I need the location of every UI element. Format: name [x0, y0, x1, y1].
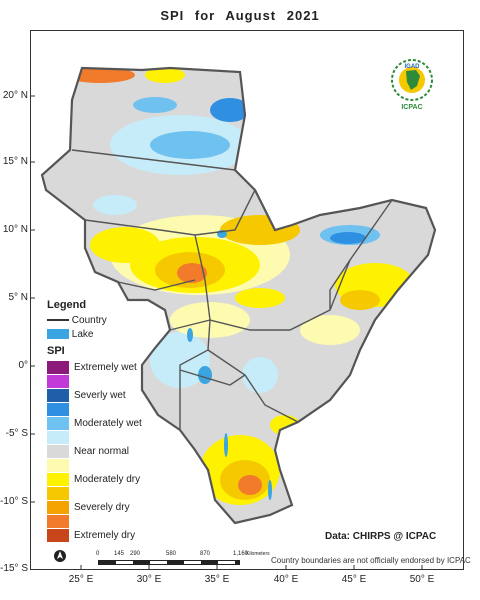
legend-swatch	[47, 445, 69, 458]
lat-label: 10° N	[2, 224, 28, 235]
lon-label: 25° E	[68, 574, 94, 585]
scale-tick: 145	[114, 551, 125, 557]
scale-unit: Kilometers	[246, 551, 270, 557]
legend-swatch	[47, 431, 69, 444]
lon-label: 35° E	[204, 574, 230, 585]
legend-lake: Lake	[47, 329, 93, 340]
spi-map	[30, 66, 437, 570]
legend-swatch	[47, 529, 69, 542]
country-borders	[71, 149, 393, 430]
country-line-icon	[47, 319, 69, 322]
lake-victoria	[198, 366, 212, 384]
scale-tick: 870	[200, 551, 211, 557]
legend-title: Legend	[47, 299, 87, 311]
lat-label: 15° N	[2, 156, 28, 167]
legend-spi-title: SPI	[47, 345, 65, 357]
lat-label: -5° S	[5, 428, 28, 439]
legend-class-label: Severly wet	[74, 390, 126, 401]
lon-label: 50° E	[409, 574, 435, 585]
lon-label: 30° E	[136, 574, 162, 585]
legend-swatch	[47, 403, 69, 416]
logo-name: IGAD	[405, 64, 421, 70]
legend-class-label: Severely dry	[74, 502, 130, 513]
lon-label: 45° E	[341, 574, 367, 585]
lon-label: 40° E	[273, 574, 299, 585]
legend-country: Country	[47, 315, 107, 326]
scale-tick: 1,160	[233, 551, 249, 557]
lat-label: -15° S	[0, 563, 28, 574]
scale-bar: 0 145 290 580 870 1,160 Kilometers	[96, 551, 271, 569]
scale-tick: 580	[166, 551, 177, 557]
lat-label: 0°	[18, 360, 28, 371]
spi-field	[65, 68, 415, 505]
legend-class-label: Moderately dry	[74, 474, 141, 485]
lake-swatch-icon	[47, 329, 69, 340]
legend-class-label: Near normal	[74, 446, 130, 457]
legend-swatch	[47, 473, 69, 486]
legend-class-label: Extremely dry	[74, 530, 136, 541]
igad-logo-icon: IGAD ICPAC	[391, 59, 433, 111]
legend-swatch	[47, 417, 69, 430]
legend-swatch	[47, 459, 69, 472]
north-arrow-icon	[54, 550, 66, 562]
lat-label: 20° N	[2, 90, 28, 101]
legend-swatch	[47, 515, 69, 528]
lake-tanganyika	[224, 433, 228, 457]
graticule-ticks	[30, 95, 423, 570]
scale-tick: 0	[96, 551, 100, 557]
legend-class-label: Moderately wet	[74, 418, 142, 429]
data-credit: Data: CHIRPS @ ICPAC	[325, 531, 437, 542]
legend-swatch	[47, 487, 69, 500]
legend-swatch	[47, 375, 69, 388]
lat-label: 5° N	[8, 292, 28, 303]
lake-albert	[187, 328, 193, 342]
legend-lake-label: Lake	[71, 329, 94, 340]
legend-class-label: Extremely wet	[74, 362, 137, 373]
legend-swatch	[47, 501, 69, 514]
scale-bar-graphic	[98, 560, 240, 565]
map-title: SPI for August 2021	[160, 8, 320, 23]
disclaimer: Country boundaries are not officially en…	[271, 556, 471, 565]
lake-malawi	[268, 480, 272, 500]
logo-subtitle: ICPAC	[401, 104, 422, 111]
lat-label: -10° S	[0, 496, 28, 507]
legend-swatch	[47, 389, 69, 402]
legend-country-label: Country	[71, 315, 107, 326]
scale-tick: 290	[130, 551, 141, 557]
legend-swatch	[47, 361, 69, 374]
